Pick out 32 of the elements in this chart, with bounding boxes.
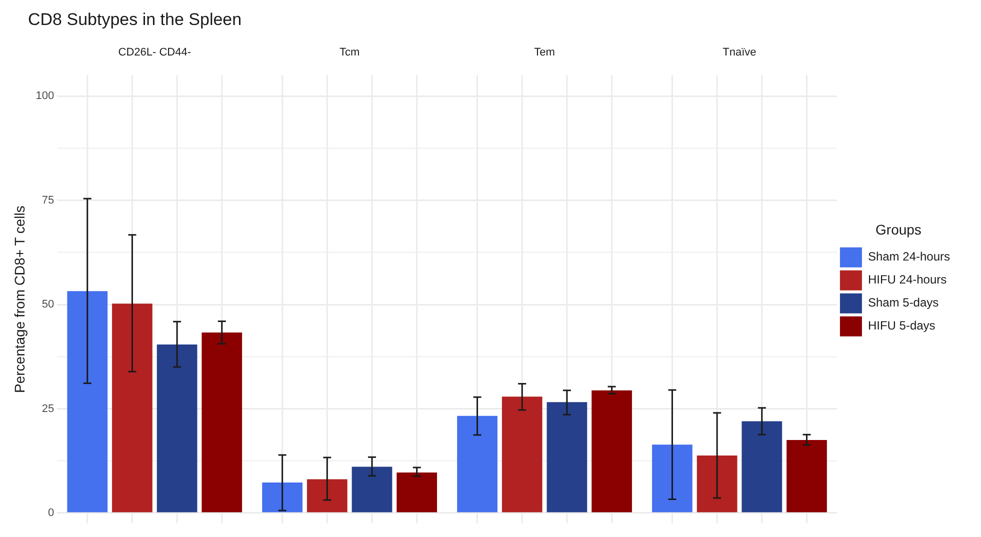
y-axis-title: Percentage from CD8+ T cells <box>11 206 28 394</box>
bar <box>352 466 392 512</box>
x-tick-label: Tem <box>534 46 555 59</box>
bar <box>396 472 438 512</box>
bar <box>502 396 542 512</box>
x-tick-label: CD26L- CD44- <box>118 46 192 59</box>
legend-label: Sham 24-hours <box>868 250 950 264</box>
bar <box>156 344 198 512</box>
legend-title: Groups <box>876 221 922 238</box>
chart-title: CD8 Subtypes in the Spleen <box>27 9 243 31</box>
x-tick-label: Tnaïve <box>722 46 756 59</box>
bar <box>67 291 108 512</box>
y-tick-label: 50 <box>42 298 54 311</box>
y-tick-label: 0 <box>48 507 54 520</box>
y-tick-label: 75 <box>42 194 54 206</box>
bar <box>786 440 827 512</box>
bar <box>262 482 302 512</box>
bar <box>306 479 348 512</box>
bar <box>592 390 632 512</box>
bar <box>202 332 242 512</box>
bar <box>696 455 738 512</box>
y-tick-label: 25 <box>42 402 54 415</box>
bar <box>652 444 692 512</box>
bar <box>546 402 588 512</box>
legend-label: HIFU 24-hours <box>868 272 947 287</box>
legend-label: Sham 5-days <box>868 296 939 310</box>
legend-label: HIFU 5-days <box>868 318 936 333</box>
x-tick-label: Tcm <box>339 46 360 59</box>
bar <box>742 421 782 512</box>
bar <box>457 416 498 512</box>
y-tick-label: 100 <box>36 90 54 102</box>
bar <box>112 304 152 512</box>
